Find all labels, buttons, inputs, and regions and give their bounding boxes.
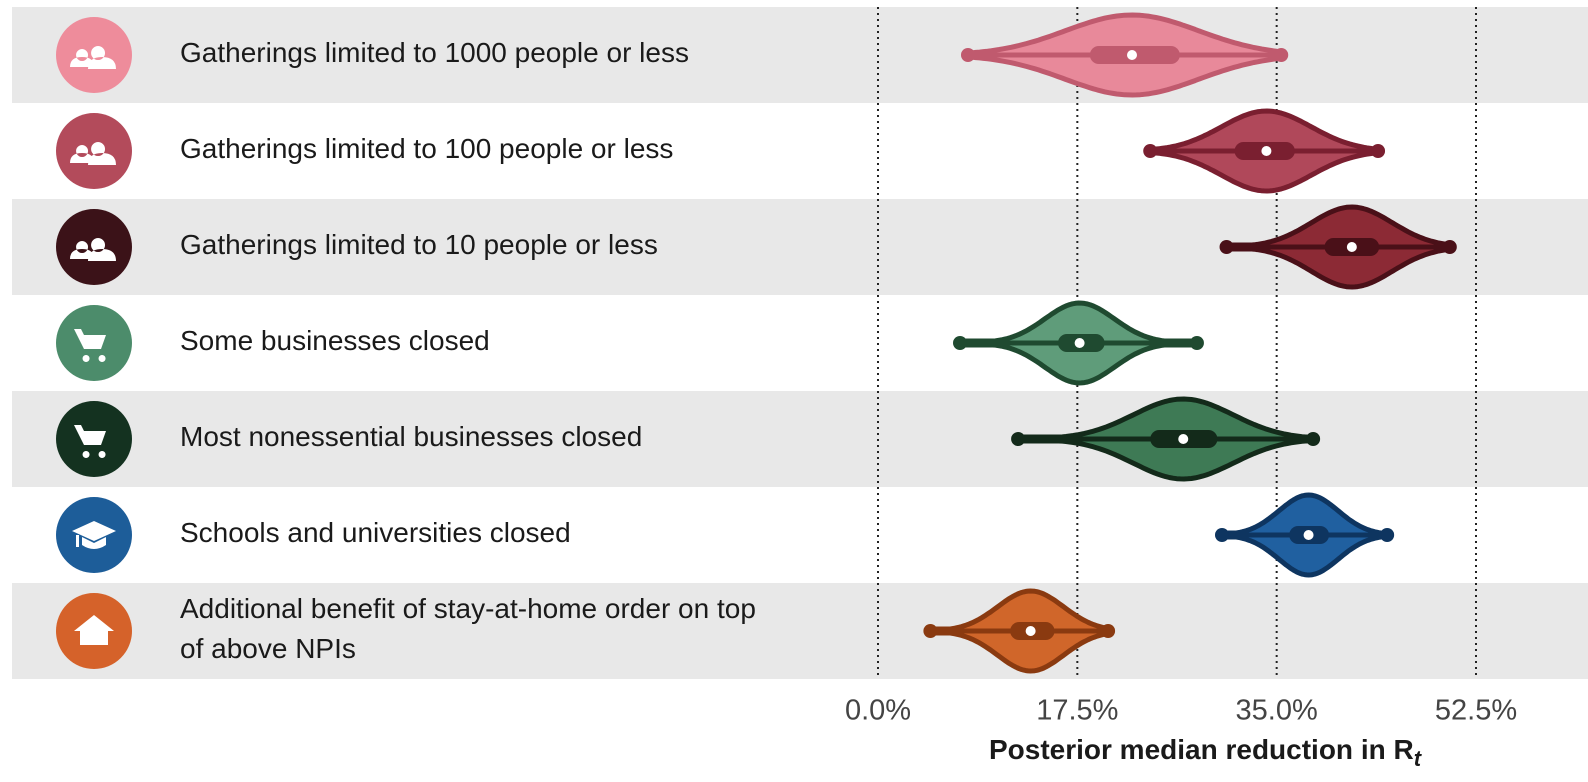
category-label: Additional benefit of stay-at-home order… [180, 593, 756, 664]
category-label: Gatherings limited to 10 people or less [180, 229, 658, 260]
icon [56, 593, 132, 669]
category-label: Some businesses closed [180, 325, 490, 356]
category-label: Most nonessential businesses closed [180, 421, 642, 452]
icon [56, 209, 132, 285]
whisker-end [1219, 240, 1234, 254]
whisker-end [960, 48, 975, 62]
x-tick-label: 17.5% [1036, 695, 1118, 727]
whisker-end [1143, 144, 1158, 158]
x-axis-label-main: Posterior median reduction in R [989, 734, 1414, 765]
median-dot [1074, 338, 1085, 348]
whisker-end [1189, 336, 1204, 350]
icon-glyph [70, 142, 116, 165]
whisker-end [1101, 624, 1116, 638]
icon-glyph [70, 46, 116, 69]
icon-glyph [74, 615, 114, 645]
x-tick-label: 35.0% [1236, 695, 1318, 727]
icon-glyph [74, 329, 106, 362]
row-band [12, 7, 1588, 103]
category-label: Gatherings limited to 100 people or less [180, 133, 673, 164]
icon [56, 497, 132, 573]
icon [56, 113, 132, 189]
whisker-end [1011, 432, 1026, 446]
category-label-line: Some businesses closed [180, 325, 490, 356]
icon-glyph [74, 425, 106, 458]
median-dot [1346, 242, 1357, 252]
icon [56, 305, 132, 381]
x-axis-label: Posterior median reduction in Rt [989, 734, 1423, 770]
whisker-end [1274, 48, 1289, 62]
x-axis-label-subscript: t [1414, 746, 1423, 771]
median-dot [1303, 530, 1314, 540]
icon [56, 17, 132, 93]
x-tick-label: 0.0% [845, 695, 911, 727]
median-dot [1261, 146, 1272, 156]
icon-glyph [72, 521, 116, 549]
category-label-line: of above NPIs [180, 633, 356, 664]
whisker-end [1380, 528, 1395, 542]
whisker-end [923, 624, 938, 638]
whisker-end [953, 336, 968, 350]
category-label-line: Additional benefit of stay-at-home order… [180, 593, 756, 624]
category-label: Gatherings limited to 1000 people or les… [180, 37, 689, 68]
category-label-line: Schools and universities closed [180, 517, 571, 548]
category-label-line: Gatherings limited to 100 people or less [180, 133, 673, 164]
category-label: Schools and universities closed [180, 517, 571, 548]
category-label-line: Gatherings limited to 1000 people or les… [180, 37, 689, 68]
category-label-line: Most nonessential businesses closed [180, 421, 642, 452]
x-tick-label: 52.5% [1435, 695, 1517, 727]
row-band [12, 583, 1588, 679]
median-dot [1178, 434, 1189, 444]
whisker-end [1214, 528, 1229, 542]
median-dot [1025, 626, 1036, 636]
whisker-end [1442, 240, 1457, 254]
icon-glyph [70, 238, 116, 261]
whisker-end [1306, 432, 1321, 446]
category-label-line: Gatherings limited to 10 people or less [180, 229, 658, 260]
row-band [12, 391, 1588, 487]
whisker-end [1371, 144, 1386, 158]
median-dot [1127, 50, 1138, 60]
icon [56, 401, 132, 477]
